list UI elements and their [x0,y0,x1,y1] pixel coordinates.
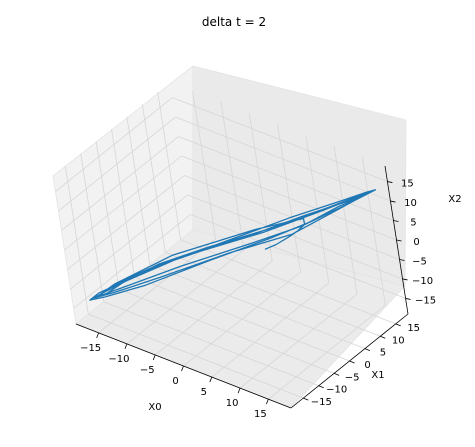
axis-lines [75,165,411,409]
x-gridline [333,146,358,295]
x-tick-label: −5 [140,365,155,376]
y-gridline [126,116,151,265]
z-gridline [64,155,182,251]
z-gridline [58,116,176,212]
chart-title: delta t = 2 [202,15,266,29]
y-tick-mark [349,360,355,364]
y-gridline [157,91,182,240]
x-tick-label: 15 [254,409,267,420]
x-tick-label: −10 [108,354,129,365]
z-tick-label: 15 [401,179,414,190]
y-tick-mark [364,348,371,352]
z-tick-mark [393,220,399,222]
y-tick-label: 10 [392,335,405,346]
z-tick-mark [390,200,396,203]
z-tick-label: 5 [410,218,416,229]
trajectory-series [89,189,377,301]
x-gridline [361,157,386,306]
y-tick-label: 15 [407,323,420,334]
y-tick-label: 0 [364,360,370,371]
y-tick-label: −10 [326,385,347,396]
x-tick-mark [265,399,269,405]
y-gridline [165,251,381,337]
y-tick-mark [333,372,340,376]
tick-labels: −15−15−15−10−10−10−5−5−50005551010101515… [80,179,436,421]
trajectory-line [89,189,377,301]
y-tick-label: 5 [380,348,386,359]
x-gridline [268,304,386,400]
x-axis-line [75,323,292,409]
x-tick-mark [96,332,100,338]
y-tick-mark [303,397,309,401]
x-tick-label: 0 [172,376,178,387]
x-tick-label: −15 [80,343,101,354]
z-gridline [61,136,179,231]
y-axis-line [290,313,409,409]
z-tick-label: 0 [413,237,419,248]
x-tick-mark [209,376,213,383]
y-tick-mark [395,323,401,327]
z-gridline [172,97,388,182]
y-tick-mark [380,335,386,339]
z-axis-label: X2 [448,194,461,205]
y-tick-label: −5 [345,372,360,383]
z-tick-mark [399,259,405,261]
y-gridline [141,104,166,253]
z-tick-mark [396,239,402,242]
y-axis-label: X1 [371,370,384,381]
y-gridline [180,239,396,325]
x-tick-mark [124,343,128,350]
x-gridline [239,293,358,389]
z-gridline [181,155,397,241]
y-gridline [134,276,350,362]
z-tick-label: −15 [415,295,436,306]
z-tick-label: −5 [412,256,427,267]
z-tick-mark [405,298,411,300]
x-tick-mark [237,387,241,394]
z-tick-label: −10 [412,276,433,287]
z-gridline [178,136,394,221]
x-gridline [211,282,330,378]
y-gridline [149,264,366,350]
z-gridline [55,97,173,192]
x-tick-mark [152,354,156,361]
y-tick-label: −15 [311,397,332,408]
z-tick-mark [387,181,393,183]
z-axis-line [384,165,409,315]
x-tick-label: 10 [226,398,239,409]
x-tick-label: 5 [201,387,207,398]
z-gridline [175,116,391,202]
z-tick-mark [402,278,408,281]
z-tick-label: 10 [404,198,417,209]
x-tick-mark [181,365,184,372]
y-tick-mark [318,385,324,389]
x-axis-label: X0 [148,402,161,413]
